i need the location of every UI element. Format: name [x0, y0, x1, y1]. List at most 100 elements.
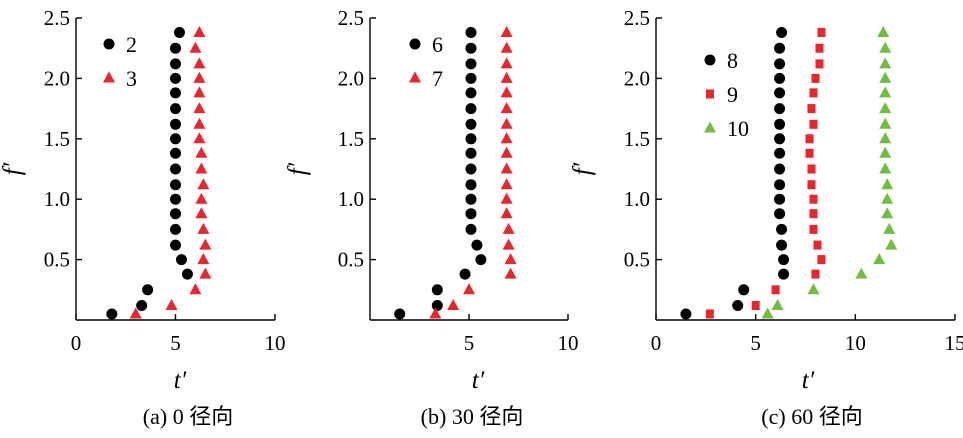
x-axis-label: t′: [802, 367, 815, 394]
y-axis-label: f′: [569, 162, 596, 175]
data-point: [807, 283, 820, 295]
data-point: [504, 253, 517, 265]
y-tick-label: 2.5: [624, 6, 650, 30]
data-point: [199, 238, 212, 250]
data-point: [197, 222, 210, 234]
data-point: [500, 192, 513, 204]
y-tick-label: 1.5: [44, 127, 70, 151]
data-point: [873, 253, 886, 265]
data-point: [879, 86, 892, 98]
data-point: [817, 255, 826, 265]
data-point: [811, 73, 820, 83]
data-point: [774, 179, 786, 191]
data-point: [447, 299, 460, 311]
data-point: [881, 207, 894, 219]
data-point: [193, 102, 206, 114]
data-point: [170, 103, 181, 115]
data-point: [429, 307, 442, 319]
data-point: [761, 307, 774, 319]
data-point: [774, 208, 786, 220]
y-axis-label: f′: [0, 162, 26, 175]
legend-label: 9: [727, 82, 738, 107]
data-point: [732, 300, 744, 312]
data-point: [197, 253, 210, 265]
data-point: [502, 238, 515, 250]
data-point: [195, 146, 208, 158]
data-point: [776, 239, 788, 251]
data-point: [431, 300, 443, 312]
data-point: [885, 238, 898, 250]
data-point: [774, 58, 786, 70]
data-point: [463, 283, 475, 295]
data-point: [471, 239, 483, 251]
data-point: [774, 147, 786, 159]
x-axis-label: t′: [174, 367, 187, 394]
data-point: [774, 87, 786, 99]
data-point: [170, 179, 181, 191]
data-point: [500, 71, 513, 83]
data-point: [475, 254, 487, 266]
data-point: [815, 59, 824, 69]
data-point: [805, 148, 814, 158]
data-point: [771, 285, 780, 295]
data-point: [807, 180, 816, 190]
data-point: [170, 147, 181, 159]
series-2: [106, 26, 193, 320]
data-point: [855, 267, 868, 279]
data-point: [170, 239, 181, 251]
data-point: [465, 72, 477, 84]
data-point: [807, 164, 816, 174]
data-point: [778, 268, 790, 280]
data-point: [465, 103, 477, 115]
data-point: [500, 102, 513, 114]
data-point: [500, 86, 513, 98]
legend-label: 8: [727, 48, 738, 73]
y-tick-label: 1.0: [44, 187, 70, 211]
data-point: [193, 25, 206, 37]
data-point: [879, 146, 892, 158]
data-point: [771, 299, 784, 311]
y-tick-label: 0.5: [624, 248, 650, 272]
data-point: [680, 308, 692, 320]
data-point: [170, 193, 181, 205]
data-point: [774, 103, 786, 115]
data-point: [136, 300, 148, 312]
legend-marker: [706, 89, 714, 99]
data-point: [189, 41, 202, 53]
x-tick-label: 0: [651, 331, 662, 355]
x-tick-label: 0: [71, 331, 82, 355]
data-point: [500, 146, 513, 158]
data-point: [809, 119, 818, 129]
x-tick-label: 10: [558, 331, 579, 355]
y-tick-label: 1.0: [624, 187, 650, 211]
y-tick-label: 2.0: [624, 66, 650, 90]
data-point: [774, 72, 786, 84]
data-point: [809, 88, 818, 98]
series-7: [429, 25, 517, 319]
data-point: [504, 267, 517, 279]
data-point: [776, 223, 788, 235]
y-tick-label: 2.0: [44, 66, 70, 90]
x-tick-label: 10: [265, 331, 286, 355]
data-point: [465, 208, 477, 220]
y-tick-label: 1.0: [338, 187, 364, 211]
legend-marker: [409, 71, 421, 83]
data-point: [500, 41, 513, 53]
panel-caption: (c) 60 径向: [761, 404, 862, 429]
data-point: [705, 309, 714, 319]
series-9: [705, 27, 826, 319]
data-point: [500, 132, 513, 144]
data-point: [805, 134, 814, 144]
data-point: [170, 208, 181, 220]
data-point: [465, 42, 477, 54]
legend-label: 10: [727, 116, 749, 141]
y-axis-label: f′: [284, 162, 311, 175]
data-point: [193, 71, 206, 83]
chart-panel-3: 0 5 10 15 0.5 1.0 1.5 2.0 2.5 t′ f′ (c) 60 径向 8 9 10: [569, 6, 963, 429]
x-tick-label: 5: [750, 331, 761, 355]
data-point: [189, 283, 202, 295]
data-point: [195, 207, 208, 219]
data-point: [170, 223, 181, 235]
data-point: [465, 193, 477, 205]
